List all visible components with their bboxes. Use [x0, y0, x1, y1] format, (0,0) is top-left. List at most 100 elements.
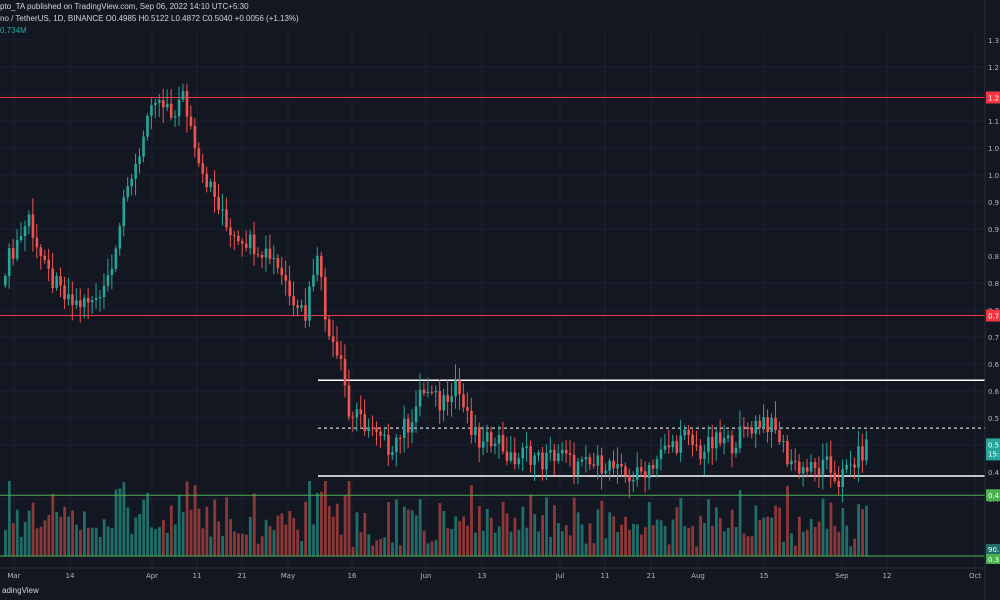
candle-body	[778, 430, 781, 442]
volume-bar	[616, 532, 620, 556]
tradingview-logo[interactable]: adingView	[2, 586, 39, 595]
volume-bar	[675, 507, 679, 556]
candle-body	[138, 156, 141, 164]
volume-bar	[165, 532, 169, 556]
volume-bar	[643, 527, 647, 556]
volume-bar	[252, 493, 256, 556]
volume-bar	[766, 516, 770, 556]
time-axis[interactable]: Mar 14 Apr 11 21 May 16 Jun 13 Jul 11 21 Aug 15 Sep 12 O…	[0, 567, 985, 580]
volume-bar	[193, 485, 197, 556]
volume-bar	[466, 525, 469, 556]
candle-body	[766, 417, 769, 433]
x-tick-label: Jun	[420, 572, 432, 580]
candle-body	[351, 416, 355, 418]
candle-body	[284, 275, 288, 281]
candle-body	[458, 380, 461, 395]
x-tick-label: 11	[193, 572, 202, 580]
level-tag	[986, 309, 1000, 322]
volume-bar	[189, 509, 193, 556]
candle-body	[39, 247, 43, 256]
volume-bar	[23, 521, 27, 556]
candle-body	[15, 239, 19, 259]
candle-body	[23, 226, 27, 236]
volume-bar	[7, 481, 11, 556]
candle-body	[663, 445, 667, 450]
candle-body	[276, 258, 280, 268]
candle-body	[122, 197, 126, 227]
volume-bar	[387, 501, 390, 556]
volume-bar	[782, 541, 785, 556]
level-tag	[986, 489, 1000, 502]
candle-body	[568, 453, 572, 455]
x-tick-label: May	[281, 572, 295, 580]
candle-body	[497, 435, 501, 444]
candle-body	[327, 319, 331, 337]
volume-bar	[722, 531, 726, 556]
candle-body	[576, 461, 580, 476]
candle-body	[580, 459, 584, 462]
candle-body	[857, 446, 860, 468]
volume-bar	[363, 512, 367, 556]
volume-bar	[778, 507, 781, 556]
candle-body	[446, 395, 449, 402]
candle-body	[154, 102, 157, 106]
volume-bar	[83, 511, 86, 556]
volume-bar	[185, 481, 189, 556]
volume-bar	[355, 512, 359, 556]
candle-body	[19, 235, 23, 240]
y-tick-label: 0.7	[988, 334, 999, 342]
volume-bar	[651, 525, 655, 556]
volume-bar	[647, 502, 651, 556]
volume-bar	[351, 546, 355, 556]
last-price-countdown: 15:	[988, 450, 999, 458]
y-tick-label: 0.5	[988, 415, 999, 423]
candle-body	[165, 103, 169, 108]
volume-bar	[797, 516, 801, 556]
volume-bars	[4, 481, 868, 556]
candle-body	[560, 449, 564, 454]
candle-body	[280, 267, 284, 276]
candle-body	[517, 458, 521, 465]
volume-bar	[312, 524, 315, 556]
candle-body	[355, 409, 359, 418]
candle-body	[762, 417, 765, 428]
volume-bar	[454, 516, 458, 556]
candle-body	[596, 455, 600, 466]
x-tick-label: Apr	[146, 572, 158, 580]
volume-bar	[687, 527, 691, 556]
candle-body	[4, 275, 7, 286]
candle-body	[379, 431, 382, 436]
candle-body	[339, 355, 343, 359]
candle-body	[320, 255, 323, 277]
volume-bar	[339, 534, 343, 556]
volume-bar	[371, 545, 375, 556]
volume-bar	[501, 501, 505, 556]
candle-body	[189, 116, 193, 126]
candle-body	[718, 432, 722, 444]
candle-body	[300, 305, 303, 308]
candle-body	[533, 455, 536, 465]
volume-bar	[410, 510, 414, 556]
candle-body	[292, 296, 295, 306]
volume-bar	[47, 514, 51, 556]
volume-bar	[470, 485, 473, 556]
price-axis[interactable]: 1.31.21.11.11.01.00.90.90.80.80.70.70.60…	[984, 0, 1000, 600]
volume-bar	[300, 541, 304, 556]
volume-bar	[636, 524, 639, 556]
candle-body	[715, 432, 718, 449]
candle-body	[205, 173, 209, 188]
candle-body	[248, 234, 252, 248]
candle-body	[79, 300, 82, 308]
candle-body	[632, 479, 635, 482]
volume-bar	[201, 528, 205, 556]
volume-bar	[430, 541, 434, 556]
volume-bar	[19, 536, 23, 556]
candle-body	[679, 435, 683, 453]
volume-bar	[264, 519, 268, 556]
volume-bar	[367, 534, 371, 556]
candle-body	[545, 452, 548, 470]
candle-body	[746, 426, 750, 430]
volume-bar	[154, 529, 157, 556]
candle-body	[201, 163, 205, 174]
